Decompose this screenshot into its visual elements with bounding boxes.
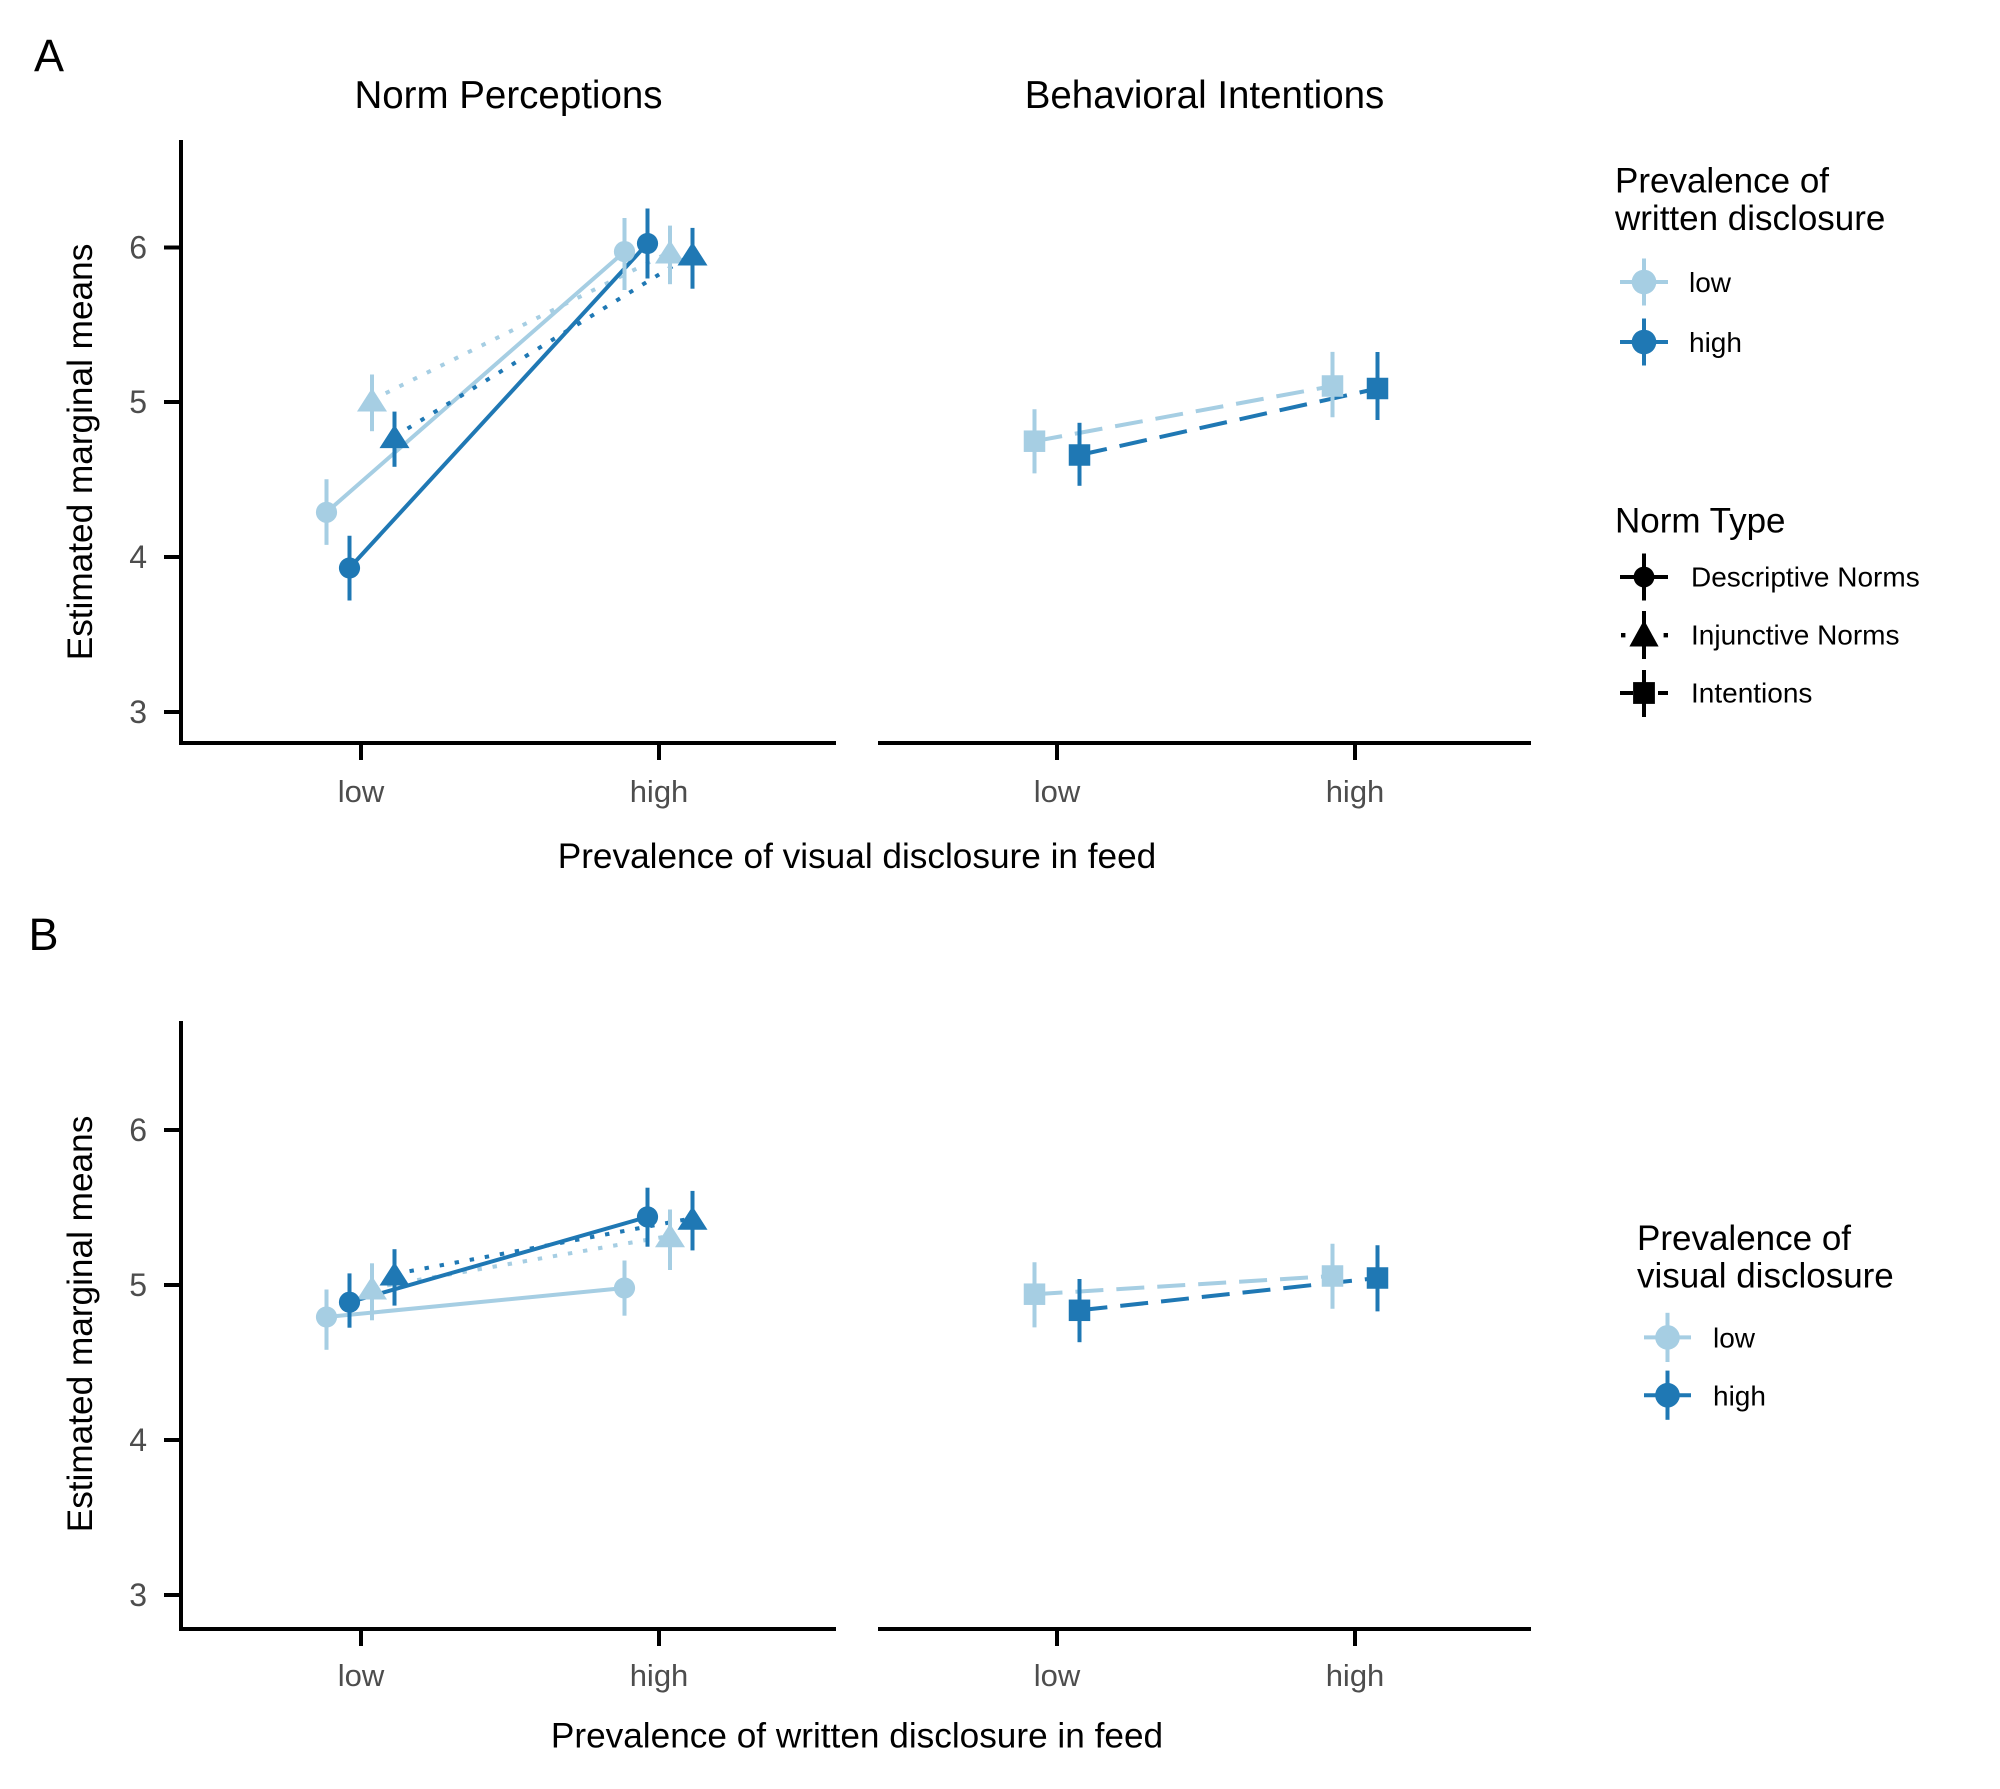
- svg-text:6: 6: [129, 230, 147, 266]
- svg-text:Descriptive Norms: Descriptive Norms: [1691, 562, 1920, 593]
- svg-text:Behavioral Intentions: Behavioral Intentions: [1025, 74, 1385, 117]
- svg-text:Prevalence of: Prevalence of: [1637, 1219, 1851, 1258]
- svg-text:low: low: [338, 774, 385, 809]
- svg-text:high: high: [1713, 1381, 1766, 1412]
- svg-text:Norm Type: Norm Type: [1615, 502, 1786, 541]
- svg-text:B: B: [29, 909, 59, 960]
- svg-text:3: 3: [129, 1577, 147, 1613]
- svg-text:3: 3: [129, 694, 147, 730]
- svg-text:low: low: [338, 1658, 385, 1693]
- svg-text:A: A: [34, 30, 64, 81]
- svg-text:4: 4: [129, 1422, 147, 1458]
- svg-text:high: high: [630, 1658, 689, 1693]
- svg-text:visual disclosure: visual disclosure: [1637, 1257, 1894, 1296]
- svg-text:Norm Perceptions: Norm Perceptions: [354, 74, 662, 117]
- svg-text:written disclosure: written disclosure: [1614, 199, 1885, 238]
- svg-text:Prevalence of: Prevalence of: [1615, 161, 1829, 200]
- svg-text:low: low: [1713, 1323, 1756, 1354]
- svg-text:Prevalence of visual disclosur: Prevalence of visual disclosure in feed: [558, 837, 1157, 876]
- svg-text:high: high: [630, 774, 689, 809]
- svg-text:Estimated marginal means: Estimated marginal means: [61, 244, 100, 661]
- svg-text:Intentions: Intentions: [1691, 678, 1812, 709]
- svg-text:high: high: [1689, 327, 1742, 358]
- svg-text:6: 6: [129, 1112, 147, 1148]
- svg-text:5: 5: [129, 1267, 147, 1303]
- svg-text:5: 5: [129, 384, 147, 420]
- svg-text:low: low: [1689, 267, 1732, 298]
- svg-text:low: low: [1034, 774, 1081, 809]
- svg-text:high: high: [1326, 1658, 1385, 1693]
- svg-text:low: low: [1034, 1658, 1081, 1693]
- svg-text:Estimated marginal means: Estimated marginal means: [61, 1116, 100, 1533]
- svg-text:high: high: [1326, 774, 1385, 809]
- svg-text:Injunctive Norms: Injunctive Norms: [1691, 620, 1900, 651]
- svg-text:4: 4: [129, 539, 147, 575]
- svg-text:Prevalence of written disclosu: Prevalence of written disclosure in feed: [551, 1717, 1163, 1756]
